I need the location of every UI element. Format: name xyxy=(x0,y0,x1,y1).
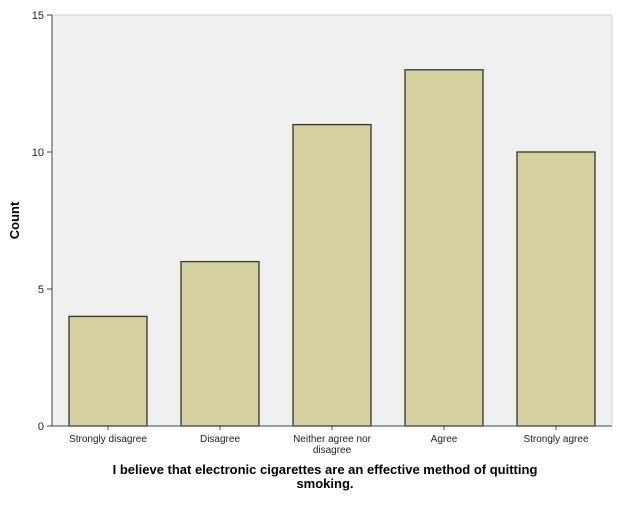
y-ticks-group: 0 5 10 15 xyxy=(32,10,52,433)
y-tick-label: 5 xyxy=(38,284,44,296)
x-tick-label: Agree xyxy=(431,434,458,445)
y-axis-label: Count xyxy=(7,201,22,239)
x-axis-label: I believe that electronic cigarettes are… xyxy=(113,462,538,491)
bars-group xyxy=(68,69,596,427)
x-tick-label: Strongly disagree xyxy=(69,434,147,445)
bar-strongly-disagree xyxy=(68,315,148,427)
x-tick-label: Strongly agree xyxy=(523,434,588,445)
x-tick-label: Neither agree nor disagree xyxy=(293,434,371,456)
bar-disagree xyxy=(180,260,260,427)
bar-agree xyxy=(404,69,484,427)
y-tick-label: 0 xyxy=(38,421,44,433)
y-tick-label: 10 xyxy=(32,147,44,159)
bar-strongly-agree xyxy=(516,151,596,427)
bar-neither-agree-nor-disagree xyxy=(292,123,372,427)
x-tick-label: Disagree xyxy=(200,434,240,445)
y-tick-label: 15 xyxy=(32,10,44,22)
x-category-labels: Strongly disagree Disagree Neither agree n… xyxy=(69,426,589,456)
